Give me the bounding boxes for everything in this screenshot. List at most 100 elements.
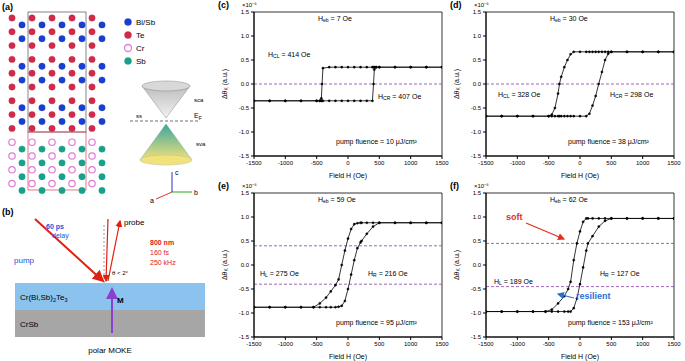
svg-text:500: 500	[374, 341, 385, 347]
svg-text:1000: 1000	[404, 160, 418, 166]
svg-text:0: 0	[578, 341, 582, 347]
svg-text:-500: -500	[311, 160, 324, 166]
svg-text:-500: -500	[543, 160, 556, 166]
svg-text:sca: sca	[194, 97, 204, 103]
svg-text:-0.5: -0.5	[239, 105, 250, 111]
svg-text:1.5: 1.5	[241, 9, 250, 15]
svg-text:0: 0	[346, 341, 350, 347]
svg-text:500: 500	[606, 160, 617, 166]
svg-text:Field H (Oe): Field H (Oe)	[329, 172, 367, 180]
svg-text:250 kHz: 250 kHz	[150, 259, 176, 266]
html-text:HR= 216 Oe: HR= 216 Oe	[368, 270, 408, 279]
svg-text:Field H (Oe): Field H (Oe)	[329, 353, 367, 361]
svg-text:1000: 1000	[404, 341, 418, 347]
html-text:Heb= 30 Oe: Heb= 30 Oe	[550, 15, 588, 24]
svg-text:1.0: 1.0	[473, 33, 482, 39]
svg-text:pump: pump	[14, 256, 35, 265]
svg-text:500: 500	[374, 160, 385, 166]
svg-text:-1.5: -1.5	[471, 153, 482, 159]
html-text:Heb= 59 Oe: Heb= 59 Oe	[318, 196, 356, 205]
svg-text:1000: 1000	[636, 160, 650, 166]
svg-text:-1.5: -1.5	[239, 334, 250, 340]
svg-text:0.5: 0.5	[473, 238, 482, 244]
svg-text:-1.5: -1.5	[471, 334, 482, 340]
html-text:(e): (e)	[218, 181, 229, 191]
svg-text:1.0: 1.0	[241, 214, 250, 220]
svg-text:θ < 2°: θ < 2°	[112, 270, 129, 276]
svg-text:-1000: -1000	[510, 341, 526, 347]
svg-text:(a): (a)	[2, 2, 13, 12]
svg-text:-1.0: -1.0	[471, 129, 482, 135]
svg-text:Field H (Oe): Field H (Oe)	[561, 353, 599, 361]
svg-text:1000: 1000	[636, 341, 650, 347]
svg-text:-1.5: -1.5	[239, 153, 250, 159]
svg-text:-1500: -1500	[246, 160, 262, 166]
svg-text:800 nm: 800 nm	[150, 239, 174, 246]
html-text:HL= 275 Oe: HL= 275 Oe	[260, 270, 299, 279]
svg-text:1.5: 1.5	[473, 190, 482, 196]
svg-text:polar MOKE: polar MOKE	[88, 346, 132, 355]
html-text:(c): (c)	[218, 0, 229, 10]
svg-text:Sb: Sb	[136, 57, 146, 66]
svg-text:1500: 1500	[667, 160, 681, 166]
html-text:(f): (f)	[450, 181, 459, 191]
svg-text:-1500: -1500	[246, 341, 262, 347]
html-text:resilient: resilient	[576, 291, 611, 301]
svg-text:0.5: 0.5	[241, 57, 250, 63]
svg-text:-500: -500	[543, 341, 556, 347]
svg-text:0: 0	[346, 160, 350, 166]
svg-text:1.5: 1.5	[241, 190, 250, 196]
svg-text:M: M	[117, 296, 124, 305]
svg-text:-0.5: -0.5	[471, 105, 482, 111]
svg-text:1.0: 1.0	[473, 214, 482, 220]
svg-text:-1000: -1000	[278, 341, 294, 347]
svg-text:Bi/Sb: Bi/Sb	[136, 18, 156, 27]
svg-text:0.0: 0.0	[241, 81, 250, 87]
html-text:HCL= 414 Oe: HCL= 414 Oe	[268, 51, 311, 60]
svg-text:-1500: -1500	[478, 160, 494, 166]
svg-text:0: 0	[578, 160, 582, 166]
svg-text:sva: sva	[196, 141, 206, 147]
svg-text:b: b	[194, 189, 198, 196]
svg-text:-0.5: -0.5	[471, 286, 482, 292]
svg-text:Cr(Bi,Sb)2Te3: Cr(Bi,Sb)2Te3	[20, 293, 68, 303]
svg-text:1500: 1500	[435, 160, 449, 166]
svg-text:0.5: 0.5	[473, 57, 482, 63]
html-text:HCR= 298 Oe: HCR= 298 Oe	[610, 91, 654, 100]
svg-text:(b): (b)	[2, 207, 14, 217]
svg-text:Field H (Oe): Field H (Oe)	[561, 172, 599, 180]
html-text:soft: soft	[506, 212, 523, 222]
svg-text:0.5: 0.5	[241, 238, 250, 244]
svg-text:-1.0: -1.0	[239, 129, 250, 135]
svg-text:160 fs: 160 fs	[150, 249, 170, 256]
svg-text:1500: 1500	[435, 341, 449, 347]
svg-text:-1000: -1000	[278, 160, 294, 166]
svg-text:1.0: 1.0	[241, 33, 250, 39]
svg-text:Cr: Cr	[136, 44, 145, 53]
html-text:HCL= 328 Oe: HCL= 328 Oe	[498, 91, 541, 100]
svg-text:Te: Te	[136, 31, 145, 40]
svg-text:a: a	[150, 197, 154, 204]
svg-text:-1500: -1500	[478, 341, 494, 347]
svg-text:-1.0: -1.0	[239, 310, 250, 316]
svg-text:CrSb: CrSb	[20, 320, 39, 329]
svg-text:-500: -500	[311, 341, 324, 347]
svg-text:60 ps: 60 ps	[46, 223, 64, 231]
svg-text:delay: delay	[52, 232, 69, 240]
svg-text:-1.0: -1.0	[471, 310, 482, 316]
svg-text:0.0: 0.0	[473, 262, 482, 268]
html-text:(d): (d)	[450, 0, 462, 10]
svg-text:1.5: 1.5	[473, 9, 482, 15]
svg-text:0.0: 0.0	[473, 81, 482, 87]
html-text:HCR= 407 Oe: HCR= 407 Oe	[378, 93, 422, 102]
svg-text:1500: 1500	[667, 341, 681, 347]
html-text:Heb= 7 Oe: Heb= 7 Oe	[318, 15, 352, 24]
svg-text:-1000: -1000	[510, 160, 526, 166]
svg-text:EF: EF	[194, 112, 202, 121]
svg-text:-0.5: -0.5	[239, 286, 250, 292]
svg-text:ss: ss	[136, 113, 142, 119]
svg-text:500: 500	[606, 341, 617, 347]
svg-text:0.0: 0.0	[241, 262, 250, 268]
svg-text:probe: probe	[124, 218, 145, 227]
svg-text:c: c	[175, 169, 179, 176]
